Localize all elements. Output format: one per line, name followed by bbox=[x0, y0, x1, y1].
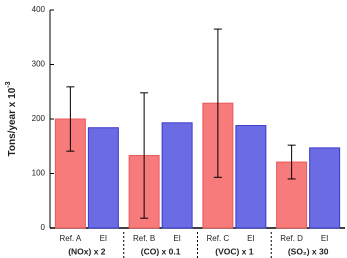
y-tick-label: 200 bbox=[32, 114, 46, 123]
bar-label: EI bbox=[100, 234, 108, 243]
error-bar bbox=[213, 28, 222, 178]
y-tick-label: 400 bbox=[32, 5, 46, 14]
bar-label: Ref. A bbox=[59, 234, 81, 243]
group-label: (NOx) x 2 bbox=[68, 246, 106, 256]
bar bbox=[309, 147, 341, 229]
y-tick-label: 300 bbox=[32, 60, 46, 69]
bar bbox=[235, 125, 267, 229]
y-axis-label-text: Tons/year x 10 bbox=[7, 87, 18, 156]
error-bar bbox=[66, 86, 75, 152]
y-axis-label: Tons/year x 10-3 bbox=[5, 81, 18, 156]
group-label: (CO) x 0.1 bbox=[141, 246, 181, 256]
bar-label: Ref. B bbox=[133, 234, 155, 243]
bar-label: EI bbox=[173, 234, 181, 243]
bar bbox=[161, 122, 193, 229]
y-axis-label-sup: -3 bbox=[5, 81, 12, 87]
y-tick-label: 0 bbox=[41, 223, 46, 232]
error-bar bbox=[287, 144, 296, 180]
bar-label: EI bbox=[321, 234, 329, 243]
bar-label: Ref. D bbox=[280, 234, 303, 243]
bar-label: EI bbox=[247, 234, 255, 243]
group-label: (VOC) x 1 bbox=[215, 246, 254, 256]
y-tick-label: 100 bbox=[32, 169, 46, 178]
bar-label: Ref. C bbox=[207, 234, 230, 243]
error-bar bbox=[140, 92, 149, 219]
group-label: (SO₂) x 30 bbox=[288, 246, 329, 256]
bar bbox=[87, 127, 119, 229]
